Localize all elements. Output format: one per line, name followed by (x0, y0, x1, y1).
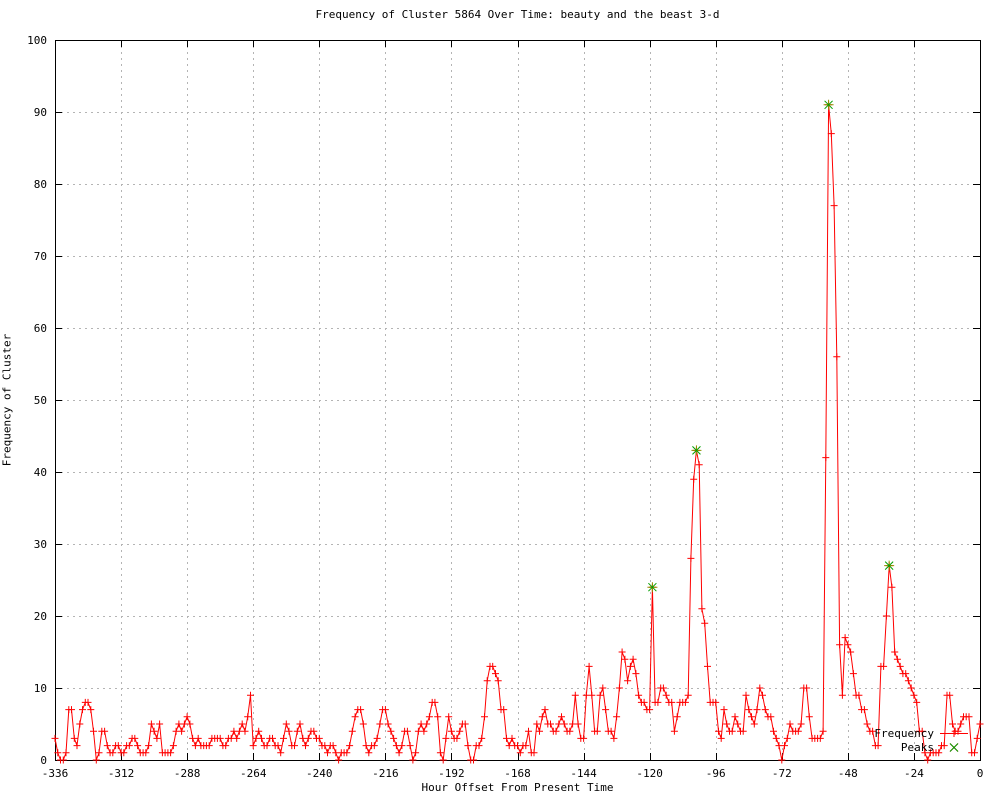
x-tick-label: -24 (904, 767, 924, 780)
y-tick-label: 40 (34, 466, 47, 479)
x-tick-label: -240 (306, 767, 333, 780)
x-tick-label: -120 (636, 767, 663, 780)
y-tick-label: 20 (34, 610, 47, 623)
x-tick-label: 0 (977, 767, 984, 780)
y-tick-label: 90 (34, 106, 47, 119)
x-tick-label: -168 (504, 767, 531, 780)
legend-peaks-label: Peaks (900, 741, 934, 754)
y-tick-label: 70 (34, 250, 47, 263)
y-tick-label: 0 (40, 754, 47, 767)
legend-frequency-label: Frequency (874, 727, 934, 740)
y-tick-label: 30 (34, 538, 47, 551)
tick-marks (55, 40, 981, 761)
x-tick-label: -96 (706, 767, 726, 780)
x-tick-label: -72 (772, 767, 792, 780)
x-axis-label: Hour Offset From Present Time (421, 781, 614, 794)
x-tick-label: -288 (174, 767, 201, 780)
x-tick-label: -264 (240, 767, 267, 780)
frequency-point-markers (51, 101, 984, 764)
y-tick-label: 50 (34, 394, 47, 407)
chart-title: Frequency of Cluster 5864 Over Time: bea… (315, 8, 720, 21)
y-tick-label: 10 (34, 682, 47, 695)
y-tick-label: 80 (34, 178, 47, 191)
y-tick-label: 60 (34, 322, 47, 335)
x-tick-label: -144 (570, 767, 597, 780)
y-tick-label: 100 (27, 34, 47, 47)
legend-frequency-line-sample (940, 730, 968, 737)
x-tick-label: -48 (838, 767, 858, 780)
frequency-line (54, 104, 981, 762)
x-tick-label: -336 (42, 767, 69, 780)
grid-lines (55, 40, 981, 761)
legend-peaks-sample (949, 743, 959, 752)
x-tick-label: -192 (438, 767, 465, 780)
x-tick-label: -216 (372, 767, 399, 780)
peak-star-markers (648, 100, 894, 592)
y-axis-label: Frequency of Cluster (0, 333, 14, 467)
x-tick-label: -312 (108, 767, 135, 780)
peak-star-bars (647, 99, 895, 593)
